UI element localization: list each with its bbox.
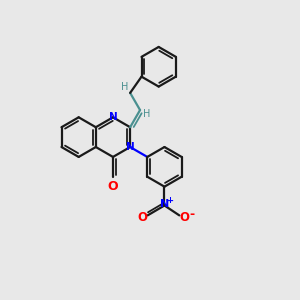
Text: O: O [108,180,118,193]
Text: N: N [109,112,117,122]
Text: N: N [160,200,169,209]
Text: +: + [166,196,173,205]
Text: -: - [190,208,195,221]
Text: H: H [121,82,128,92]
Text: O: O [138,211,148,224]
Text: N: N [126,142,135,152]
Text: O: O [179,211,189,224]
Text: H: H [143,109,151,119]
